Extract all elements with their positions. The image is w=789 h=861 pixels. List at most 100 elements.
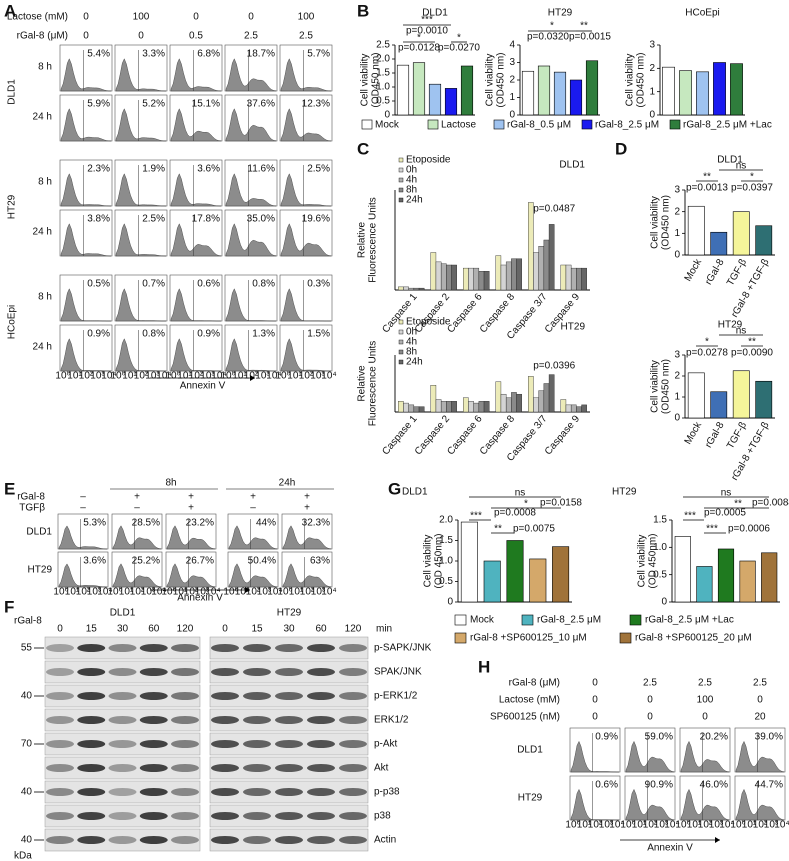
bar bbox=[500, 264, 507, 291]
histogram bbox=[115, 58, 167, 92]
x-tick-label: 10² bbox=[184, 587, 199, 598]
bar bbox=[739, 560, 756, 603]
legend-label: Mock bbox=[375, 120, 400, 131]
blot-band bbox=[139, 716, 168, 724]
blot-band bbox=[275, 644, 303, 652]
x-tick-label: 10³ bbox=[200, 371, 215, 382]
condition-label: rGal-8 (μM) bbox=[509, 678, 560, 689]
y-tick-label: 2 bbox=[674, 206, 680, 217]
y-tick-label: 0 bbox=[509, 110, 515, 121]
bar bbox=[435, 399, 442, 413]
protein-label: p-Akt bbox=[374, 739, 398, 750]
legend-swatch bbox=[629, 614, 642, 626]
condition-label: rGal-8 (μM) bbox=[17, 31, 68, 42]
y-axis-label: (OD450 nm) bbox=[661, 359, 672, 414]
histogram bbox=[225, 223, 277, 257]
x-tick-label: 10⁴ bbox=[664, 820, 679, 831]
blot-band bbox=[275, 692, 303, 700]
x-axis-label: Annexin V bbox=[177, 593, 223, 604]
chart-title: DLD1 bbox=[717, 155, 743, 166]
x-tick-label: 10¹ bbox=[235, 587, 250, 598]
legend-swatch bbox=[454, 632, 467, 644]
percent-label: 11.6% bbox=[247, 164, 275, 175]
x-tick-label: 10² bbox=[134, 371, 149, 382]
x-tick-label: 10⁰ bbox=[161, 587, 176, 598]
blot-band bbox=[108, 692, 137, 700]
annotation: * bbox=[417, 33, 421, 44]
blot-background bbox=[44, 660, 201, 684]
blot-background bbox=[44, 684, 201, 708]
condition-value: – bbox=[134, 503, 140, 514]
bar bbox=[516, 393, 522, 413]
y-tick-label: 1.0 bbox=[439, 556, 453, 567]
percent-label: 25.2% bbox=[132, 556, 160, 567]
legend-label: rGal-8_2.5 μM +Lac bbox=[645, 615, 734, 626]
percent-label: 37.6% bbox=[247, 99, 275, 110]
x-tick-label: 10⁴ bbox=[719, 820, 734, 831]
blot-band bbox=[139, 836, 168, 844]
blot-band bbox=[108, 668, 137, 676]
x-tick-label: 10¹ bbox=[177, 371, 192, 382]
blot-band bbox=[211, 812, 239, 820]
bar bbox=[468, 401, 474, 413]
legend-label: 4h bbox=[406, 175, 417, 186]
annotation: * bbox=[705, 337, 709, 348]
bar bbox=[428, 83, 442, 116]
annotation: p=0.0487 bbox=[533, 203, 575, 214]
blot-band bbox=[171, 740, 199, 748]
bar bbox=[533, 397, 539, 413]
x-tick-label: 10⁰ bbox=[110, 371, 125, 382]
blot-band bbox=[275, 668, 303, 676]
annotation: * bbox=[750, 172, 754, 183]
x-tick-label: 10³ bbox=[311, 587, 326, 598]
bar bbox=[552, 546, 570, 603]
blot-band bbox=[307, 668, 335, 676]
bar bbox=[713, 62, 726, 116]
x-tick-label: 10¹ bbox=[173, 587, 188, 598]
blot-band bbox=[171, 716, 199, 724]
condition-value: 0 bbox=[592, 712, 598, 723]
bar bbox=[521, 70, 535, 116]
condition-value: 0 bbox=[83, 31, 89, 42]
annotation: p=0.0090 bbox=[731, 348, 773, 359]
x-tick-label: 10⁴ bbox=[151, 587, 166, 598]
y-tick-label: 1 bbox=[649, 86, 655, 97]
x-tick-label: 10⁰ bbox=[620, 820, 635, 831]
blot-band bbox=[307, 692, 335, 700]
histogram bbox=[282, 563, 332, 588]
blot-band bbox=[46, 644, 74, 652]
legend-label: rGal-8 +SP600125_10 μM bbox=[470, 633, 587, 644]
condition-value: + bbox=[304, 492, 310, 503]
x-tick-label: 10¹ bbox=[687, 820, 702, 831]
blot-band bbox=[139, 692, 168, 700]
condition-value: 0 bbox=[647, 695, 653, 706]
bar bbox=[403, 286, 409, 291]
histogram bbox=[228, 525, 278, 550]
protein-label: p-p38 bbox=[374, 787, 400, 798]
histogram bbox=[60, 108, 112, 142]
chart-title: HCoEpi bbox=[685, 8, 719, 19]
percent-label: 6.8% bbox=[197, 49, 220, 60]
percent-label: 0.6% bbox=[197, 279, 220, 290]
bar bbox=[473, 402, 480, 413]
blot-band bbox=[211, 692, 239, 700]
x-tick-label: 10⁴ bbox=[774, 820, 789, 831]
bar bbox=[444, 88, 458, 116]
arrow-head bbox=[250, 375, 255, 381]
bar bbox=[398, 286, 404, 291]
bar bbox=[662, 66, 675, 116]
annotation: p=0.0010 bbox=[406, 26, 448, 37]
panel-letter: G bbox=[388, 479, 401, 498]
annotation: p=0.0270 bbox=[438, 43, 480, 54]
bar bbox=[696, 566, 713, 603]
time-label: 24 h bbox=[33, 342, 52, 353]
protein-label: p-SAPK/JNK bbox=[374, 643, 432, 654]
histogram bbox=[60, 288, 111, 322]
legend-swatch bbox=[493, 119, 505, 130]
condition-value: – bbox=[250, 503, 256, 514]
legend-label: rGal-8_0.5 μM bbox=[507, 120, 571, 131]
x-tick-label: 10¹ bbox=[287, 371, 302, 382]
histogram bbox=[115, 338, 166, 372]
blot-band bbox=[171, 692, 199, 700]
bar bbox=[538, 246, 545, 291]
